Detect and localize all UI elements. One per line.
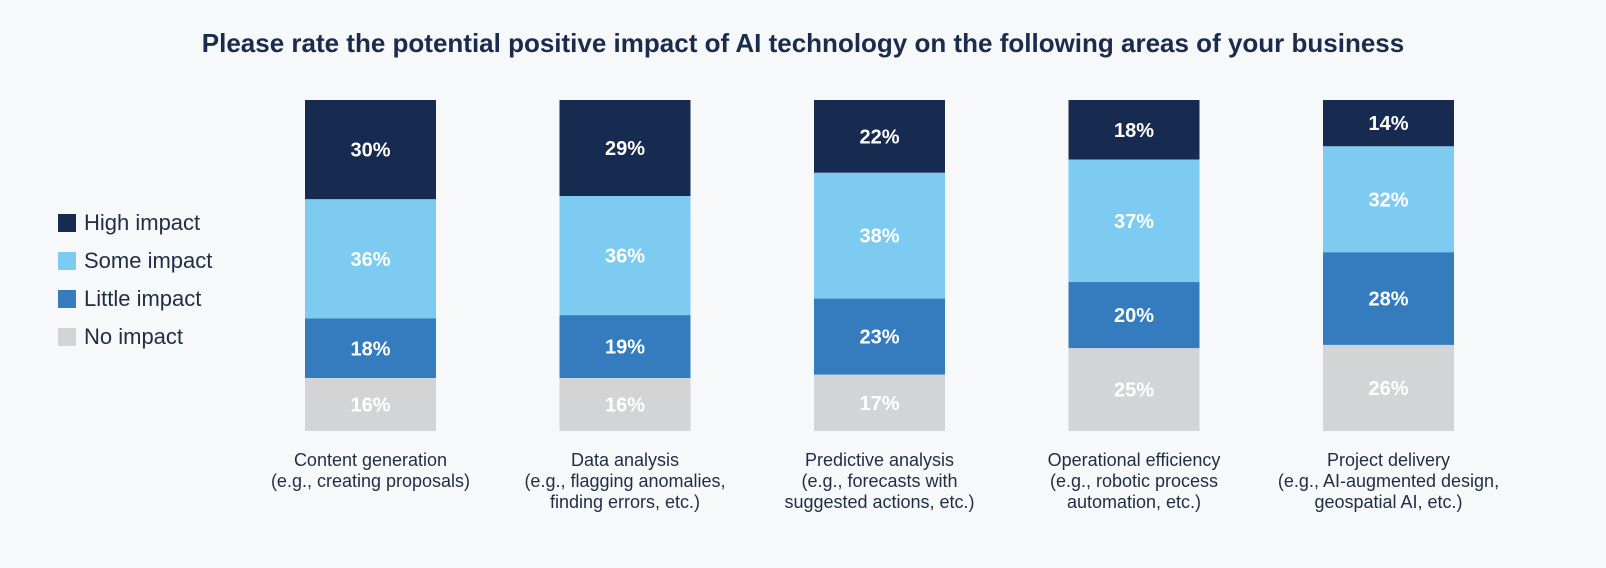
data-label-little-impact-2: 19% [605,337,645,359]
bar-segment-some-impact-2 [559,195,691,316]
data-label-high-impact-2: 29% [605,138,645,160]
legend-swatch-high-impact [58,214,76,232]
bar-segment-little-impact-2 [559,315,691,379]
bar-segment-some-impact-4 [1068,159,1200,283]
bar-segment-no-impact-1 [305,378,436,431]
legend-item-no-impact: No impact [58,318,212,356]
legend-item-some-impact: Some impact [58,242,212,280]
chart-title: Please rate the potential positive impac… [201,28,1405,58]
bar-segment-high-impact-5 [1323,100,1454,147]
category-label-4: Operational efficiency [1048,450,1221,470]
data-label-some-impact-1: 36% [350,249,390,271]
bar-segment-some-impact-3 [814,172,945,299]
legend: High impact Some impact Little impact No… [58,204,212,356]
bar-segment-high-impact-4 [1068,100,1200,160]
bar-segment-little-impact-4 [1068,282,1200,349]
legend-label-little-impact: Little impact [84,286,202,311]
data-label-some-impact-4: 37% [1114,211,1154,233]
category-label-2: Data analysis [571,450,679,470]
category-sublabel-2-2: finding errors, etc.) [550,492,700,512]
category-sublabel-4-1: (e.g., robotic process [1050,471,1218,491]
legend-swatch-some-impact [58,252,76,270]
data-label-little-impact-5: 28% [1368,289,1408,311]
category-sublabel-3-2: suggested actions, etc.) [784,492,974,512]
data-label-some-impact-2: 36% [605,246,645,268]
bar-segment-high-impact-2 [559,100,691,196]
data-label-high-impact-3: 22% [859,126,899,148]
category-sublabel-5-1: (e.g., AI-augmented design, [1278,471,1499,491]
bar-segment-no-impact-5 [1323,344,1454,431]
bar-segment-some-impact-5 [1323,146,1454,253]
bar-segment-no-impact-4 [1068,348,1200,431]
data-label-some-impact-3: 38% [859,226,899,248]
legend-label-high-impact: High impact [84,210,201,235]
data-label-no-impact-1: 16% [350,395,390,417]
category-label-5: Project delivery [1327,450,1450,470]
category-label-3: Predictive analysis [805,450,954,470]
bar-segment-some-impact-1 [305,199,436,319]
data-label-little-impact-1: 18% [350,338,390,360]
legend-item-little-impact: Little impact [58,280,212,318]
data-label-high-impact-5: 14% [1368,113,1408,135]
bar-segment-no-impact-2 [559,378,691,431]
data-label-no-impact-5: 26% [1368,378,1408,400]
category-label-1: Content generation [294,450,447,470]
data-label-high-impact-4: 18% [1114,120,1154,142]
data-label-no-impact-2: 16% [605,395,645,417]
legend-label-no-impact: No impact [84,324,184,349]
category-sublabel-3-1: (e.g., forecasts with [801,471,957,491]
legend-label-some-impact: Some impact [84,248,213,273]
legend-item-high-impact: High impact [58,204,212,242]
bar-segment-high-impact-1 [305,100,436,200]
data-label-little-impact-4: 20% [1114,305,1154,327]
bar-segment-no-impact-3 [814,374,945,431]
category-sublabel-1-1: (e.g., creating proposals) [271,471,470,491]
data-label-no-impact-3: 17% [859,393,899,415]
legend-swatch-no-impact [58,328,76,346]
bar-segment-little-impact-1 [305,318,436,379]
category-sublabel-4-2: automation, etc.) [1067,492,1201,512]
data-label-little-impact-3: 23% [859,327,899,349]
bar-segment-high-impact-3 [814,100,945,173]
bar-segment-little-impact-3 [814,298,945,375]
bar-segment-little-impact-5 [1323,252,1454,345]
data-label-no-impact-4: 25% [1114,380,1154,402]
category-sublabel-5-2: geospatial AI, etc.) [1314,492,1462,512]
data-label-some-impact-5: 32% [1368,189,1408,211]
data-label-high-impact-1: 30% [350,140,390,162]
legend-swatch-little-impact [58,290,76,308]
category-sublabel-2-1: (e.g., flagging anomalies, [524,471,725,491]
